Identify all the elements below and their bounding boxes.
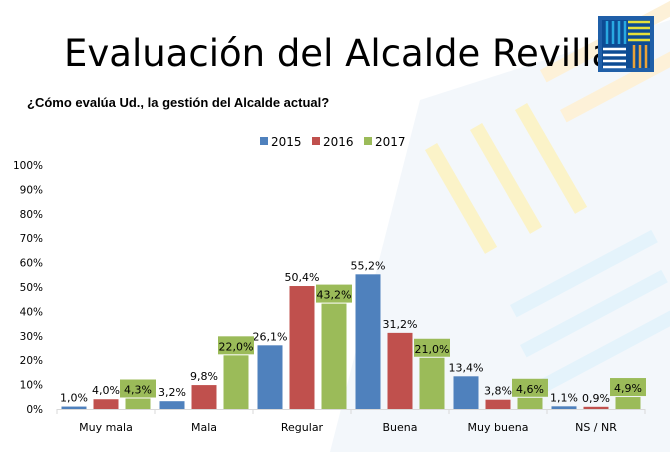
- data-label: 43,2%: [317, 289, 352, 302]
- bar-2017: [125, 398, 151, 409]
- chart-subtitle: ¿Cómo evalúa Ud., la gestión del Alcalde…: [27, 95, 329, 110]
- x-tick-label: Muy mala: [79, 421, 133, 434]
- data-label: 4,6%: [516, 383, 544, 396]
- bar-2017: [615, 397, 641, 409]
- x-axis: Muy mala Mala Regular Buena Muy buena NS / NR: [56, 409, 646, 434]
- data-label: 31,2%: [383, 318, 418, 331]
- x-tick-label: NS / NR: [575, 421, 617, 434]
- bar-2015: [257, 345, 283, 409]
- y-tick-label: 70%: [20, 233, 43, 245]
- data-label: 21,0%: [415, 343, 450, 356]
- data-label-box: [120, 379, 156, 398]
- bar-2015: [355, 274, 381, 409]
- bar-2016: [289, 286, 315, 409]
- bar-2016: [485, 399, 511, 409]
- data-label: 4,3%: [124, 384, 152, 397]
- data-label: 55,2%: [351, 259, 386, 272]
- legend-swatch: [260, 137, 268, 145]
- y-tick-label: 90%: [20, 184, 43, 196]
- bar-2015: [453, 376, 479, 409]
- bar-2015: [61, 406, 87, 409]
- legend-swatch: [364, 137, 372, 145]
- data-label: 3,2%: [158, 386, 186, 399]
- data-label-box: [218, 336, 254, 355]
- bar-2016: [191, 385, 217, 409]
- bar-2015: [551, 406, 577, 409]
- legend-swatch: [312, 137, 320, 145]
- legend-label: 2017: [375, 135, 406, 149]
- data-label-box: [414, 338, 450, 357]
- x-tick-label: Regular: [281, 421, 324, 434]
- chart-title: Evaluación del Alcalde Revilla: [64, 32, 614, 75]
- data-label: 26,1%: [253, 330, 288, 343]
- legend-label: 2015: [271, 135, 302, 149]
- bar-2015: [159, 401, 185, 409]
- y-tick-label: 10%: [20, 380, 43, 392]
- y-tick-label: 40%: [20, 306, 43, 318]
- data-label: 50,4%: [285, 271, 320, 284]
- data-label: 0,9%: [582, 392, 610, 405]
- data-label: 4,0%: [92, 384, 120, 397]
- y-tick-label: 80%: [20, 209, 43, 221]
- data-label-box: [512, 378, 548, 397]
- logo-icon: [598, 16, 654, 72]
- data-label: 9,8%: [190, 370, 218, 383]
- y-tick-label: 50%: [20, 282, 43, 294]
- x-tick-label: Muy buena: [468, 421, 529, 434]
- y-tick-label: 20%: [20, 355, 43, 367]
- bar-2016: [583, 406, 609, 409]
- y-tick-label: 60%: [20, 258, 43, 270]
- bar-2016: [93, 399, 119, 409]
- data-label-box: [610, 378, 646, 397]
- y-axis: 0% 10% 20% 30% 40% 50% 60% 70% 80% 90% 100%: [13, 160, 43, 416]
- y-tick-label: 100%: [13, 160, 43, 172]
- x-tick-label: Buena: [383, 421, 418, 434]
- bar-2016: [387, 332, 413, 409]
- bar-2017: [419, 357, 445, 409]
- bar-2017: [223, 355, 249, 409]
- data-label-box: [316, 284, 352, 303]
- data-label: 13,4%: [449, 361, 484, 374]
- data-label: 3,8%: [484, 385, 512, 398]
- legend: 2015 2016 2017: [260, 135, 406, 149]
- x-tick-label: Mala: [191, 421, 217, 434]
- bar-2017: [517, 397, 543, 409]
- y-tick-label: 0%: [26, 404, 43, 416]
- data-label: 4,9%: [614, 382, 642, 395]
- data-label: 1,0%: [60, 392, 88, 405]
- y-tick-label: 30%: [20, 331, 43, 343]
- data-label: 1,1%: [550, 391, 578, 404]
- bar-2017: [321, 303, 347, 409]
- legend-label: 2016: [323, 135, 354, 149]
- bars: 1,0% 3,2% 26,1% 55,2% 13,4% 1,1% 4,0% 9,8% 50,4%…: [60, 259, 646, 409]
- data-label: 22,0%: [219, 340, 254, 353]
